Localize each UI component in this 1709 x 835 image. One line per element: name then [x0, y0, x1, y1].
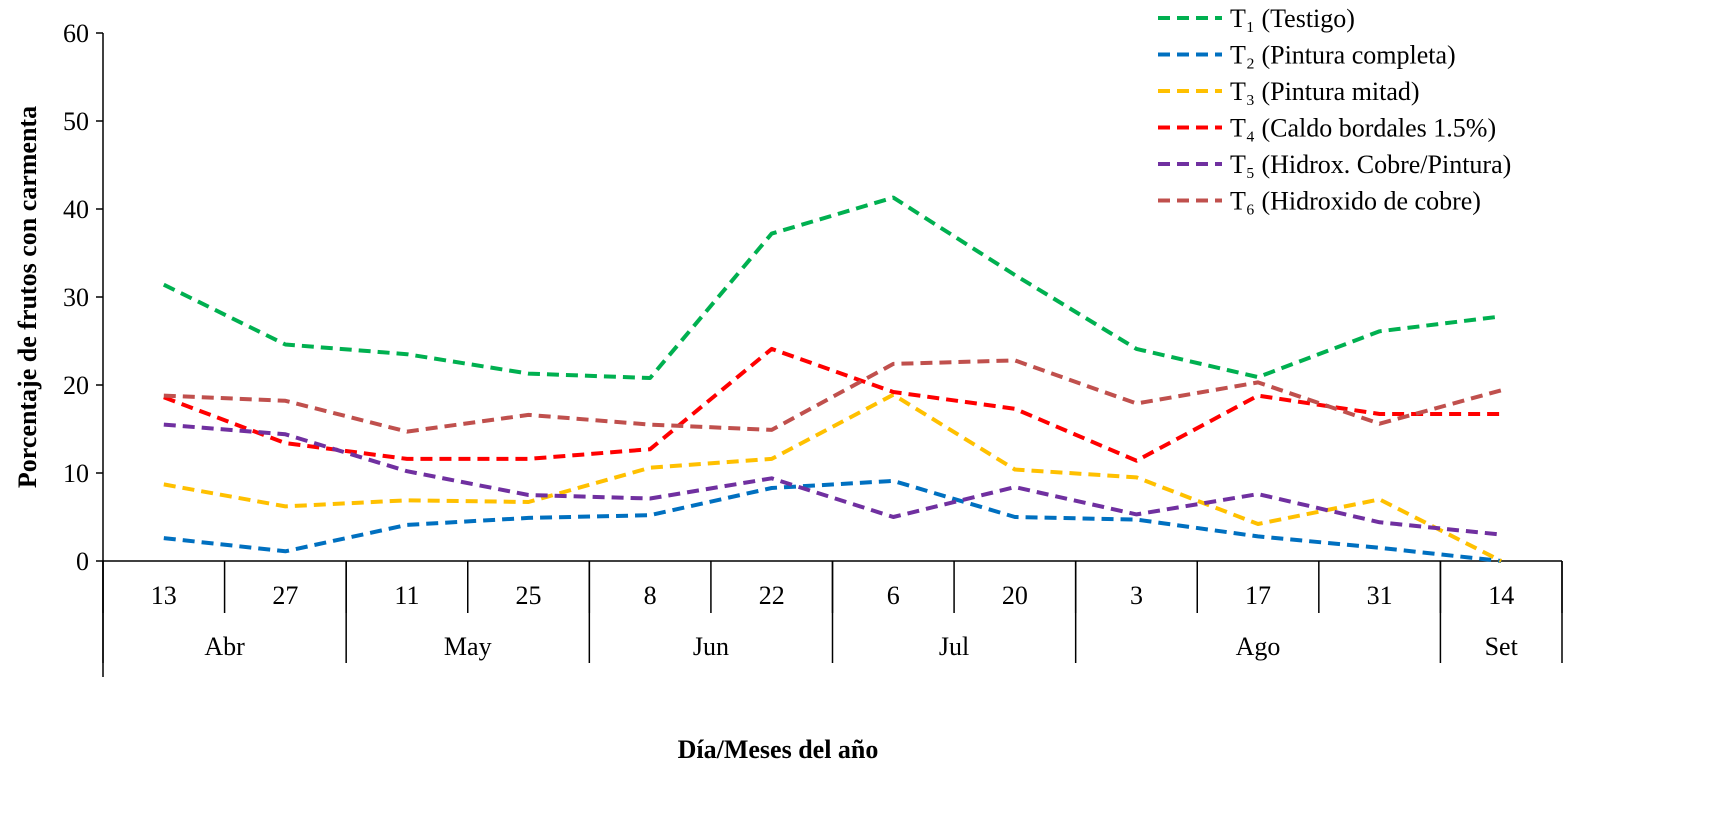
y-tick-label: 20	[63, 371, 89, 400]
legend-label: T₅ (Hidrox. Cobre/Pintura)	[1230, 150, 1511, 179]
series-line	[163, 346, 1502, 463]
legend-label: T₃ (Pintura mitad)	[1230, 77, 1420, 106]
x-tick-label: 13	[151, 581, 177, 610]
series-line	[162, 195, 1502, 380]
x-month-label: Jun	[693, 632, 729, 661]
series-line	[163, 422, 1502, 537]
legend-label: T₆ (Hidroxido de cobre)	[1230, 187, 1481, 216]
series-line	[163, 478, 1502, 563]
y-axis-title: Porcentaje de frutos con carmenta	[13, 106, 42, 488]
y-tick-label: 10	[63, 459, 89, 488]
x-month-label: Set	[1485, 632, 1519, 661]
legend-label: T₁ (Testigo)	[1230, 4, 1355, 33]
y-tick-label: 30	[63, 283, 89, 312]
x-month-label: Abr	[204, 632, 245, 661]
x-tick-label: 6	[887, 581, 900, 610]
x-tick-label: 27	[272, 581, 298, 610]
x-tick-label: 22	[759, 581, 785, 610]
x-tick-label: 31	[1367, 581, 1393, 610]
x-tick-label: 17	[1245, 581, 1271, 610]
x-month-label: Ago	[1236, 632, 1281, 661]
legend: T₁ (Testigo) T₂ (Pintura completa) T₃ (Pin…	[1158, 4, 1511, 216]
x-tick-label: 3	[1130, 581, 1143, 610]
axes: 0 10 20 30 40 50 60 13 27 11 25 8 22 6 20 3 17 31 14 Abr May…	[63, 19, 1563, 677]
x-tick-label: 20	[1002, 581, 1028, 610]
x-tick-label: 25	[516, 581, 542, 610]
x-tick-label: 11	[394, 581, 419, 610]
x-tick-label: 8	[644, 581, 657, 610]
series-line	[163, 392, 1503, 563]
x-axis-title: Día/Meses del año	[678, 735, 879, 764]
legend-label: T₂ (Pintura completa)	[1230, 41, 1456, 70]
x-month-label: Jul	[939, 632, 969, 661]
y-tick-label: 0	[76, 547, 89, 576]
y-tick-label: 50	[63, 107, 89, 136]
x-month-label: May	[444, 632, 492, 661]
y-tick-label: 40	[63, 195, 89, 224]
series-lines	[162, 195, 1503, 563]
legend-label: T₄ (Caldo bordales 1.5%)	[1230, 114, 1496, 143]
x-tick-label: 14	[1488, 581, 1514, 610]
series-line	[163, 358, 1502, 434]
y-tick-label: 60	[63, 19, 89, 48]
